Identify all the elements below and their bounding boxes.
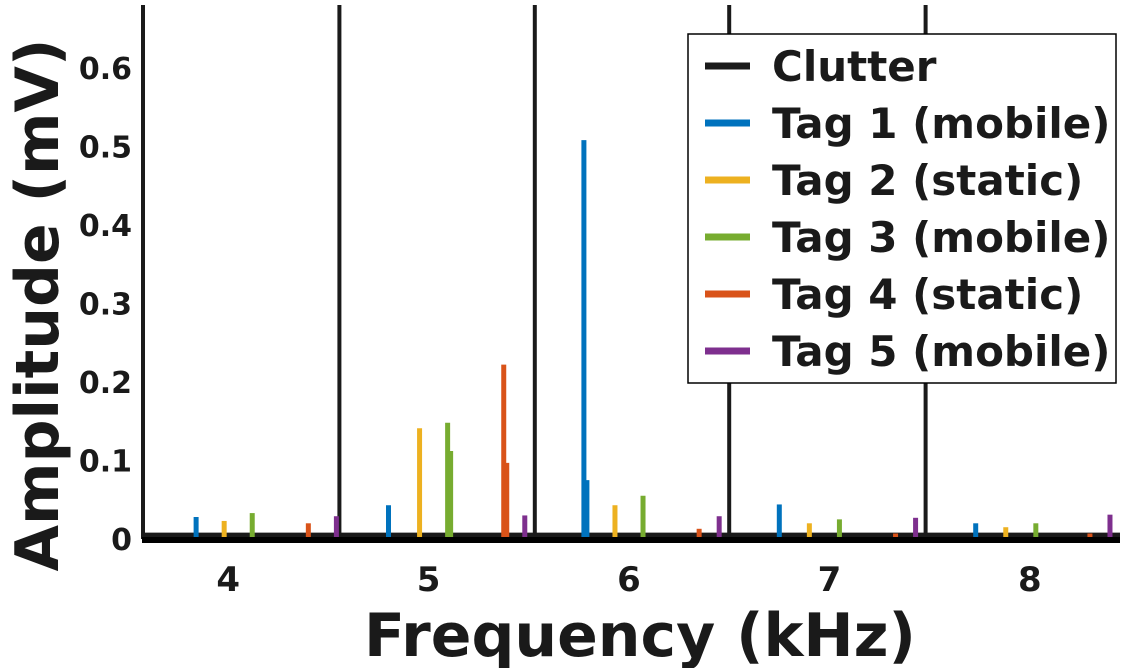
legend-label-1: Tag 1 (mobile): [772, 99, 1110, 148]
x-tick-label: 6: [617, 560, 641, 600]
x-axis-ticks: 4 5 6 7 8: [216, 560, 1041, 600]
legend-label-4: Tag 4 (static): [772, 270, 1083, 319]
y-tick-label: 0.4: [79, 209, 132, 244]
series-4: [305, 364, 1093, 539]
legend-label-5: Tag 5 (mobile): [772, 327, 1110, 376]
x-axis-label: Frequency (kHz): [364, 601, 916, 668]
y-tick-label: 0.2: [79, 366, 132, 401]
legend: Clutter Tag 1 (mobile) Tag 2 (static) Tag 3…: [687, 33, 1117, 384]
y-axis-label: Amplitude (mV): [3, 39, 73, 572]
series-3: [249, 422, 1039, 539]
y-tick-label: 0.6: [79, 52, 132, 87]
y-tick-label: 0.5: [79, 130, 132, 165]
legend-label-3: Tag 3 (mobile): [772, 213, 1110, 262]
legend-label-2: Tag 2 (static): [772, 156, 1083, 205]
y-axis: 0 0.1 0.2 0.3 0.4 0.5 0.6: [79, 52, 132, 558]
y-tick-label: 0: [111, 523, 132, 558]
series-5: [333, 514, 1113, 539]
series-1: [193, 140, 979, 539]
x-tick-label: 5: [417, 560, 441, 600]
series-2: [221, 428, 1009, 539]
legend-label-0: Clutter: [772, 42, 937, 91]
y-tick-label: 0.1: [79, 444, 132, 479]
x-tick-label: 8: [1018, 560, 1042, 600]
legend-box: [687, 33, 1117, 384]
x-tick-label: 4: [216, 560, 240, 600]
x-tick-label: 7: [818, 560, 842, 600]
y-tick-label: 0.3: [79, 287, 132, 322]
